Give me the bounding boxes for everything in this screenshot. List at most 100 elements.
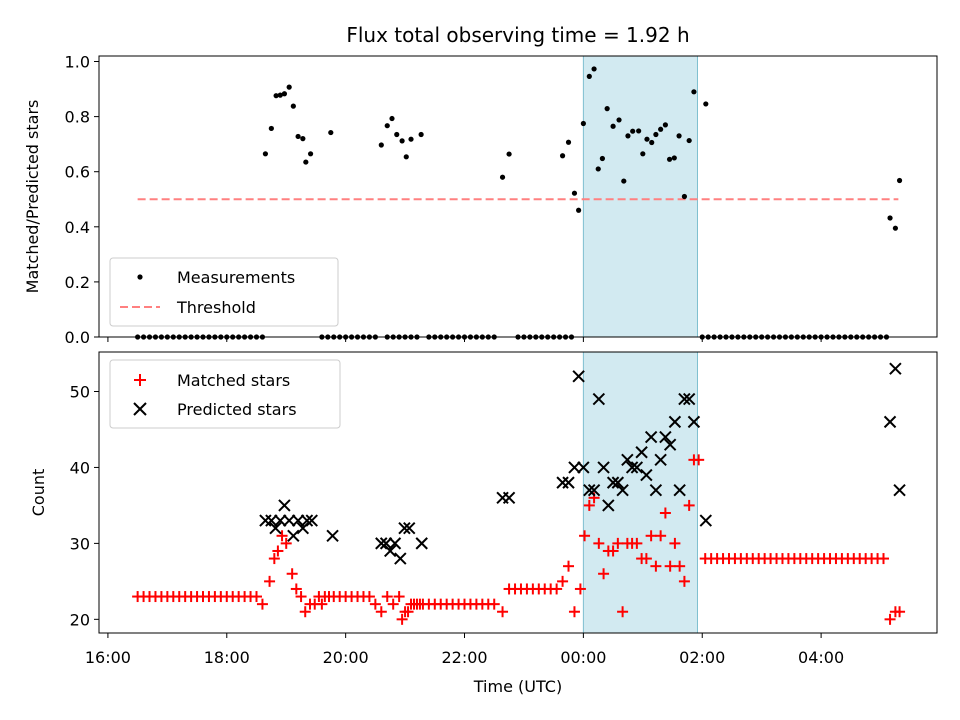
bottom-matched-points bbox=[132, 454, 906, 625]
matched-star-point bbox=[393, 591, 405, 603]
matched-star-point bbox=[678, 575, 690, 587]
measurement-point bbox=[666, 156, 673, 162]
predicted-star-point bbox=[678, 392, 691, 406]
legend-measurements-marker bbox=[137, 274, 143, 280]
measurement-point bbox=[599, 155, 605, 162]
predicted-star-point bbox=[403, 521, 416, 535]
top-y-tick-label: 0.8 bbox=[65, 108, 90, 127]
matched-star-point bbox=[579, 530, 591, 542]
predicted-star-point bbox=[259, 514, 272, 527]
predicted-star-point bbox=[274, 514, 287, 527]
matched-star-point bbox=[396, 613, 408, 625]
bottom-legend: Matched stars Predicted stars bbox=[109, 359, 341, 429]
matched-star-point bbox=[669, 537, 681, 549]
legend-predicted-marker bbox=[133, 402, 147, 416]
legend-threshold-label: Threshold bbox=[176, 298, 256, 317]
measurement-point bbox=[290, 103, 296, 109]
matched-star-point bbox=[299, 606, 311, 618]
predicted-star-point bbox=[889, 362, 902, 375]
measurement-point bbox=[636, 128, 642, 134]
matched-star-point bbox=[693, 454, 705, 466]
measurement-point bbox=[625, 133, 631, 139]
measurement-point bbox=[640, 151, 646, 157]
matched-star-point bbox=[563, 560, 575, 572]
measurement-point bbox=[616, 117, 622, 123]
measurement-point bbox=[559, 153, 566, 159]
matched-star-point bbox=[683, 499, 695, 511]
predicted-star-point bbox=[415, 537, 428, 550]
predicted-star-point bbox=[287, 529, 300, 542]
predicted-star-point bbox=[659, 430, 672, 444]
measurement-point bbox=[676, 133, 682, 139]
bottom-x-tick-label: 04:00 bbox=[798, 648, 844, 667]
matched-star-point bbox=[655, 530, 667, 542]
top-y-tick-label: 0.4 bbox=[65, 218, 90, 237]
matched-star-point bbox=[290, 583, 302, 595]
predicted-star-point bbox=[616, 484, 629, 497]
predicted-star-point bbox=[587, 484, 601, 497]
measurement-point bbox=[576, 207, 582, 213]
predicted-star-point bbox=[394, 552, 407, 565]
bottom-x-tick-label: 20:00 bbox=[323, 648, 369, 667]
predicted-star-point bbox=[577, 461, 590, 474]
matched-star-point bbox=[631, 537, 643, 549]
bottom-x-tick-label: 22:00 bbox=[441, 648, 487, 667]
matched-star-point bbox=[884, 613, 896, 625]
matched-star-point bbox=[369, 598, 381, 610]
top-legend-box bbox=[109, 257, 339, 327]
matched-star-point bbox=[268, 553, 280, 565]
predicted-star-point bbox=[668, 415, 682, 429]
matched-star-point bbox=[402, 606, 414, 618]
bottom-x-tick-label: 00:00 bbox=[560, 648, 606, 667]
bottom-y-tick-label: 50 bbox=[70, 382, 90, 401]
measurement-point bbox=[328, 129, 334, 136]
matched-star-point bbox=[316, 598, 328, 610]
predicted-star-point bbox=[893, 484, 906, 497]
matched-star-point bbox=[375, 606, 387, 618]
measurement-point bbox=[892, 225, 898, 231]
measurement-point bbox=[644, 136, 650, 142]
measurement-point bbox=[418, 131, 424, 138]
measurement-point bbox=[268, 125, 274, 132]
measurement-point bbox=[307, 151, 314, 157]
matched-star-point bbox=[664, 560, 676, 572]
predicted-star-point bbox=[388, 537, 402, 550]
measurement-point bbox=[277, 92, 283, 98]
predicted-star-point bbox=[269, 521, 282, 535]
measurement-point bbox=[604, 106, 610, 112]
bottom-y-ticks: 20 30 40 50 bbox=[70, 382, 99, 629]
measurement-point bbox=[399, 138, 405, 144]
predicted-star-point bbox=[644, 430, 658, 444]
matched-star-point bbox=[593, 537, 605, 549]
legend-measurements-label: Measurements bbox=[177, 268, 295, 287]
matched-star-point bbox=[276, 530, 288, 542]
predicted-star-point bbox=[379, 537, 393, 550]
measurement-point bbox=[703, 101, 709, 107]
top-y-tick-label: 0.0 bbox=[65, 328, 90, 347]
measurement-point bbox=[653, 131, 659, 138]
matched-star-point bbox=[250, 591, 262, 603]
predicted-star-point bbox=[326, 529, 339, 542]
matched-star-point bbox=[488, 598, 500, 610]
measurement-point bbox=[403, 154, 409, 160]
bottom-x-ticks: 16:00 18:00 20:00 22:00 00:00 02:00 04:00 bbox=[85, 633, 844, 667]
measurement-point bbox=[658, 126, 664, 132]
predicted-star-point bbox=[630, 461, 644, 474]
predicted-star-point bbox=[278, 499, 291, 512]
matched-star-point bbox=[568, 606, 580, 618]
predicted-star-point bbox=[682, 392, 696, 406]
legend-matched-marker bbox=[134, 374, 146, 386]
measurement-point bbox=[286, 84, 292, 90]
bottom-legend-box bbox=[109, 359, 341, 429]
matched-star-point bbox=[387, 598, 399, 610]
measurement-point bbox=[571, 190, 578, 196]
top-highlight-span bbox=[582, 55, 698, 338]
predicted-star-point bbox=[606, 476, 620, 489]
top-y-tick-label: 1.0 bbox=[65, 53, 90, 72]
predicted-star-point bbox=[300, 514, 314, 527]
predicted-star-point bbox=[583, 484, 596, 497]
matched-star-point bbox=[878, 553, 890, 565]
predicted-star-point bbox=[384, 544, 397, 558]
measurement-point bbox=[681, 193, 688, 200]
measurement-point bbox=[662, 122, 668, 128]
